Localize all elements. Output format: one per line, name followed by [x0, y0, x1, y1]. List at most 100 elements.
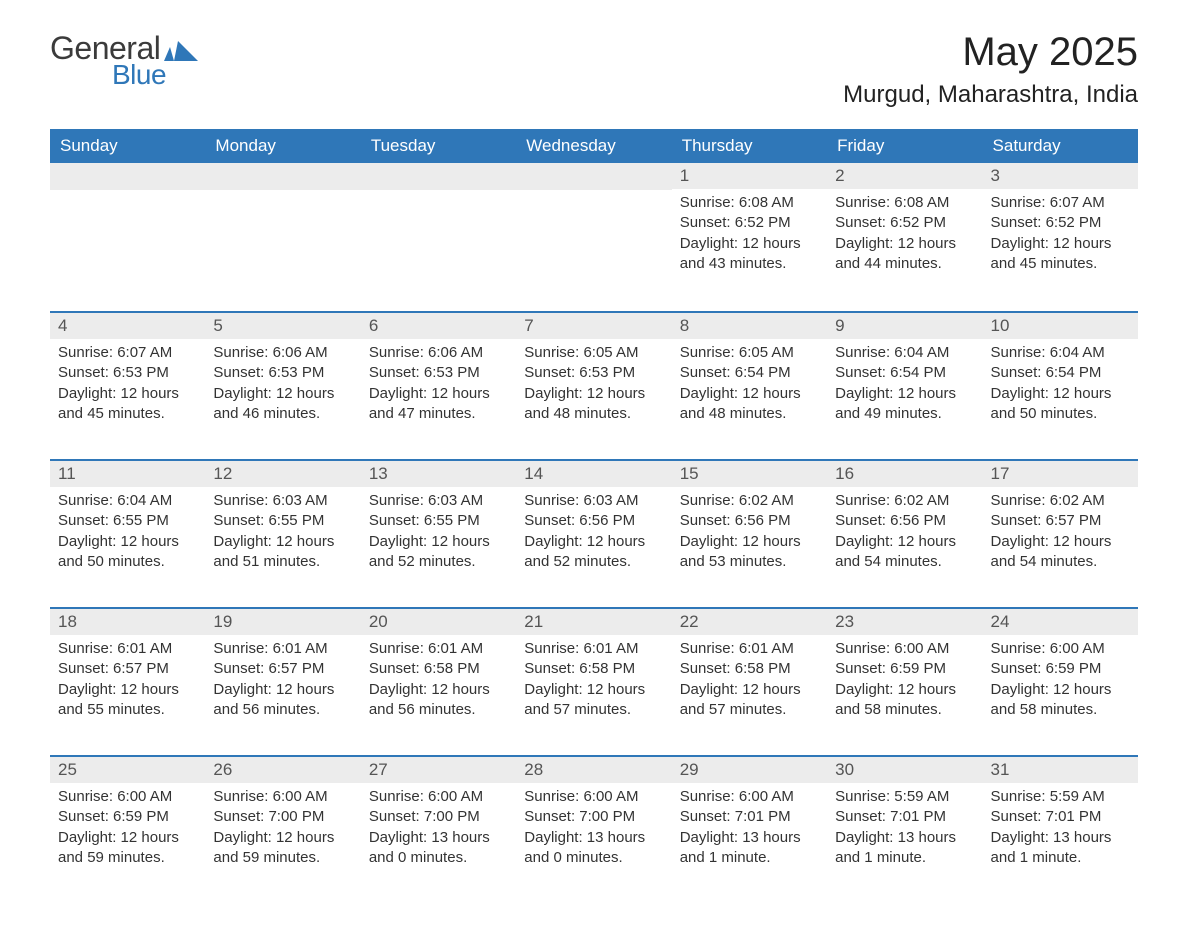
sunrise-text: Sunrise: 6:01 AM [680, 639, 819, 659]
day-cell: 30 Sunrise: 5:59 AMSunset: 7:01 PMDayligh… [827, 757, 982, 903]
sunrise-text: Sunrise: 6:00 AM [524, 787, 663, 807]
logo-text-blue: Blue [112, 59, 166, 91]
daylight-text: Daylight: 13 hours and 1 minute. [835, 828, 974, 869]
empty-day-header [361, 163, 516, 190]
sunset-text: Sunset: 6:53 PM [524, 363, 663, 383]
day-cell: 5Sunrise: 6:06 AMSunset: 6:53 PMDaylight… [205, 313, 360, 459]
week-row: 4 Sunrise: 6:07 AMSunset: 6:53 PMDaylight… [50, 311, 1138, 459]
day-cell: 6Sunrise: 6:06 AMSunset: 6:53 PMDaylight… [361, 313, 516, 459]
day-content: Sunrise: 6:00 AMSunset: 6:59 PMDaylight:… [50, 787, 205, 878]
day-content: Sunrise: 6:01 AMSunset: 6:58 PMDaylight:… [672, 639, 827, 730]
daylight-text: Daylight: 12 hours and 53 minutes. [680, 532, 819, 573]
day-content: Sunrise: 6:05 AMSunset: 6:53 PMDaylight:… [516, 343, 671, 434]
day-number: 5 [205, 313, 360, 339]
day-cell [516, 163, 671, 311]
weeks-container: 1Sunrise: 6:08 AMSunset: 6:52 PMDaylight… [50, 163, 1138, 903]
sunrise-text: Sunrise: 6:08 AM [835, 193, 974, 213]
daylight-text: Daylight: 12 hours and 50 minutes. [991, 384, 1130, 425]
day-cell: 11Sunrise: 6:04 AMSunset: 6:55 PMDayligh… [50, 461, 205, 607]
day-content: Sunrise: 6:03 AMSunset: 6:56 PMDaylight:… [516, 491, 671, 582]
daylight-text: Daylight: 12 hours and 59 minutes. [213, 828, 352, 869]
day-number: 2 [827, 163, 982, 189]
day-cell: 23Sunrise: 6:00 AMSunset: 6:59 PMDayligh… [827, 609, 982, 755]
day-cell: 31Sunrise: 5:59 AMSunset: 7:01 PMDayligh… [983, 757, 1138, 903]
daylight-text: Daylight: 13 hours and 0 minutes. [524, 828, 663, 869]
day-cell [361, 163, 516, 311]
day-number: 24 [983, 609, 1138, 635]
day-cell: 18Sunrise: 6:01 AMSunset: 6:57 PMDayligh… [50, 609, 205, 755]
day-header-saturday: Saturday [983, 129, 1138, 163]
month-title: May 2025 [843, 30, 1138, 75]
sunset-text: Sunset: 6:55 PM [369, 511, 508, 531]
day-number: 19 [205, 609, 360, 635]
day-content: Sunrise: 6:00 AMSunset: 7:00 PMDaylight:… [516, 787, 671, 878]
sunrise-text: Sunrise: 6:04 AM [835, 343, 974, 363]
day-number: 10 [983, 313, 1138, 339]
day-content: Sunrise: 5:59 AMSunset: 7:01 PMDaylight:… [983, 787, 1138, 878]
daylight-text: Daylight: 12 hours and 45 minutes. [991, 234, 1130, 275]
day-number: 17 [983, 461, 1138, 487]
day-cell: 21Sunrise: 6:01 AMSunset: 6:58 PMDayligh… [516, 609, 671, 755]
sunrise-text: Sunrise: 6:01 AM [524, 639, 663, 659]
sunset-text: Sunset: 6:54 PM [835, 363, 974, 383]
day-number: 30 [827, 757, 982, 783]
day-content: Sunrise: 6:00 AMSunset: 7:00 PMDaylight:… [205, 787, 360, 878]
week-row: 1Sunrise: 6:08 AMSunset: 6:52 PMDaylight… [50, 163, 1138, 311]
day-number: 25 [50, 757, 205, 783]
day-cell: 19Sunrise: 6:01 AMSunset: 6:57 PMDayligh… [205, 609, 360, 755]
sunset-text: Sunset: 6:58 PM [524, 659, 663, 679]
daylight-text: Daylight: 12 hours and 43 minutes. [680, 234, 819, 275]
day-cell: 4 Sunrise: 6:07 AMSunset: 6:53 PMDaylight… [50, 313, 205, 459]
day-header-thursday: Thursday [672, 129, 827, 163]
day-cell: 8Sunrise: 6:05 AMSunset: 6:54 PMDaylight… [672, 313, 827, 459]
day-number: 28 [516, 757, 671, 783]
day-content: Sunrise: 6:03 AMSunset: 6:55 PMDaylight:… [361, 491, 516, 582]
sunset-text: Sunset: 6:52 PM [680, 213, 819, 233]
header: General Blue May 2025 Murgud, Maharashtr… [50, 30, 1138, 109]
day-cell: 10Sunrise: 6:04 AMSunset: 6:54 PMDayligh… [983, 313, 1138, 459]
day-cell: 17Sunrise: 6:02 AMSunset: 6:57 PMDayligh… [983, 461, 1138, 607]
day-content: Sunrise: 6:06 AMSunset: 6:53 PMDaylight:… [361, 343, 516, 434]
day-number: 29 [672, 757, 827, 783]
sunrise-text: Sunrise: 6:00 AM [835, 639, 974, 659]
day-number: 8 [672, 313, 827, 339]
day-number: 12 [205, 461, 360, 487]
calendar: SundayMondayTuesdayWednesdayThursdayFrid… [50, 129, 1138, 903]
sunrise-text: Sunrise: 6:05 AM [680, 343, 819, 363]
day-number: 26 [205, 757, 360, 783]
day-header-sunday: Sunday [50, 129, 205, 163]
sunset-text: Sunset: 6:52 PM [991, 213, 1130, 233]
sunrise-text: Sunrise: 6:08 AM [680, 193, 819, 213]
day-content: Sunrise: 5:59 AMSunset: 7:01 PMDaylight:… [827, 787, 982, 878]
daylight-text: Daylight: 12 hours and 59 minutes. [58, 828, 197, 869]
empty-day-header [205, 163, 360, 190]
day-number: 4 [50, 313, 205, 339]
sunrise-text: Sunrise: 6:00 AM [369, 787, 508, 807]
day-content: Sunrise: 6:00 AMSunset: 6:59 PMDaylight:… [827, 639, 982, 730]
logo-flag-icon [164, 39, 198, 61]
day-number: 13 [361, 461, 516, 487]
day-number: 3 [983, 163, 1138, 189]
sunrise-text: Sunrise: 6:00 AM [991, 639, 1130, 659]
sunset-text: Sunset: 7:01 PM [680, 807, 819, 827]
day-number: 9 [827, 313, 982, 339]
daylight-text: Daylight: 12 hours and 58 minutes. [835, 680, 974, 721]
sunset-text: Sunset: 6:57 PM [58, 659, 197, 679]
sunset-text: Sunset: 6:59 PM [58, 807, 197, 827]
day-content: Sunrise: 6:08 AMSunset: 6:52 PMDaylight:… [827, 193, 982, 284]
day-content: Sunrise: 6:07 AMSunset: 6:53 PMDaylight:… [50, 343, 205, 434]
day-cell: 9Sunrise: 6:04 AMSunset: 6:54 PMDaylight… [827, 313, 982, 459]
sunrise-text: Sunrise: 6:03 AM [213, 491, 352, 511]
sunrise-text: Sunrise: 6:07 AM [991, 193, 1130, 213]
day-number: 7 [516, 313, 671, 339]
day-number: 20 [361, 609, 516, 635]
sunrise-text: Sunrise: 6:03 AM [524, 491, 663, 511]
daylight-text: Daylight: 13 hours and 1 minute. [991, 828, 1130, 869]
sunrise-text: Sunrise: 5:59 AM [991, 787, 1130, 807]
day-number: 21 [516, 609, 671, 635]
sunset-text: Sunset: 6:59 PM [991, 659, 1130, 679]
location-text: Murgud, Maharashtra, India [843, 81, 1138, 109]
day-content: Sunrise: 6:04 AMSunset: 6:55 PMDaylight:… [50, 491, 205, 582]
sunrise-text: Sunrise: 6:06 AM [369, 343, 508, 363]
day-content: Sunrise: 6:00 AMSunset: 7:01 PMDaylight:… [672, 787, 827, 878]
